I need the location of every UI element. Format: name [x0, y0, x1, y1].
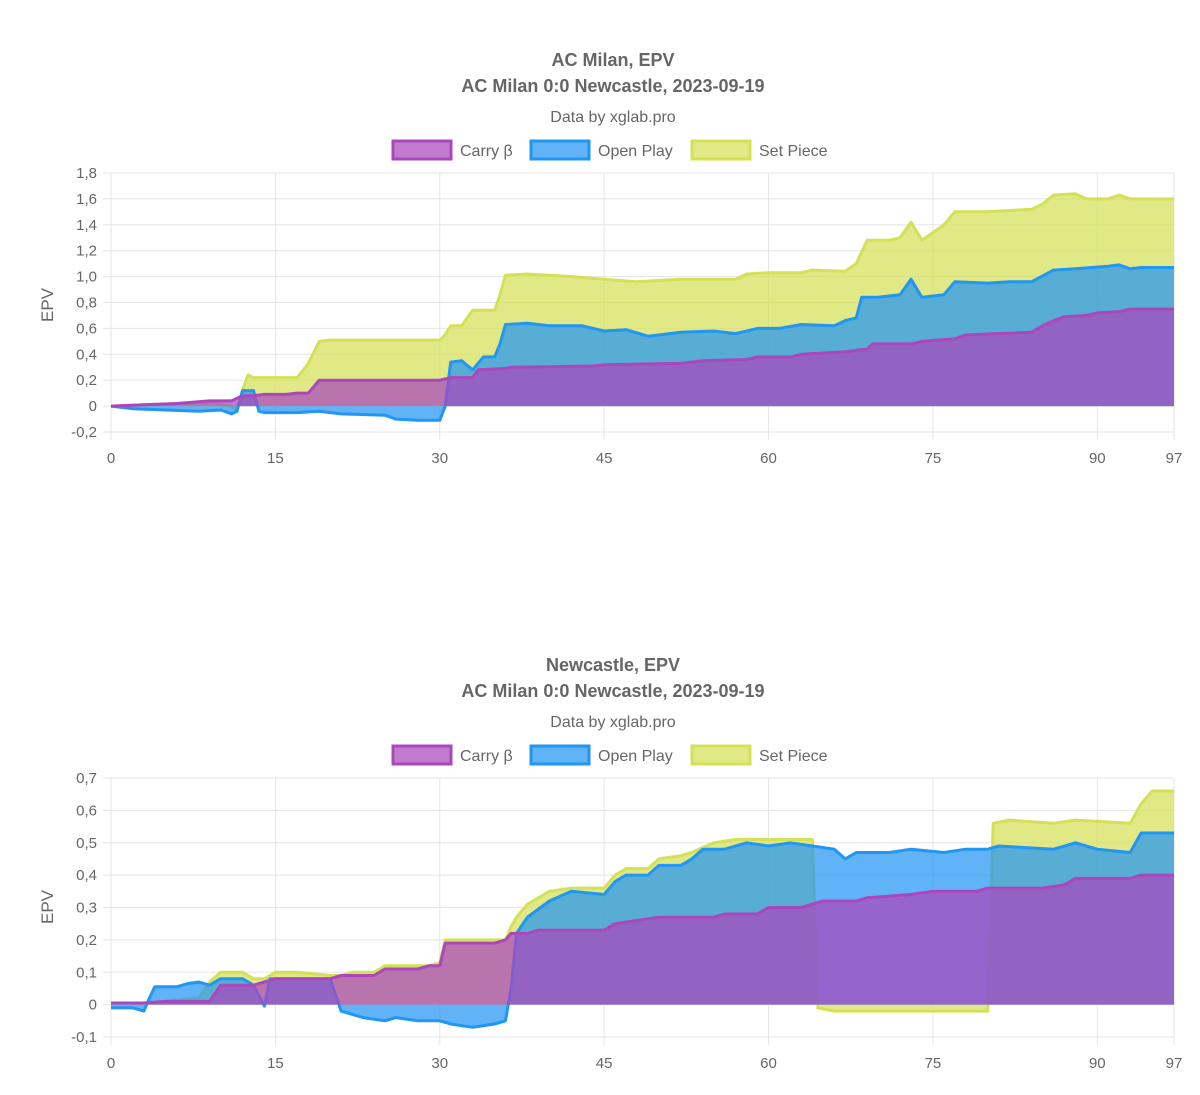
x-tick-label: 97 [1166, 450, 1183, 467]
x-tick-label: 0 [107, 450, 115, 467]
chart-top-milan: AC Milan, EPV AC Milan 0:0 Newcastle, 20… [38, 50, 1182, 467]
y-axis-title: EPV [38, 889, 57, 924]
y-tick-label: 0,2 [76, 372, 97, 389]
y-tick-label: 1,0 [76, 269, 97, 286]
y-tick-label: 0,4 [76, 867, 97, 884]
x-tick-label: 0 [107, 1055, 115, 1072]
legend-label-set-piece: Set Piece [759, 748, 828, 765]
y-tick-label: 0 [89, 997, 97, 1014]
x-tick-label: 60 [760, 450, 777, 467]
legend-label-set-piece: Set Piece [759, 143, 828, 160]
legend-swatch-carry [391, 139, 453, 161]
tick-labels: -0,1 0 0,1 0,2 0,3 0,4 0,5 0,6 0,7 0 15 30 45 60 75 90 9… [71, 770, 1182, 1072]
chart-title: Newcastle, EPV [546, 655, 680, 675]
legend-swatch-set-piece [690, 744, 752, 766]
y-tick-label: 1,4 [76, 217, 97, 234]
y-tick-label: 0,1 [76, 964, 97, 981]
line-carry [110, 307, 1174, 408]
tick-labels: -0,2 0 0,2 0,4 0,6 0,8 1,0 1,2 1,4 1,6 1,8 0 15 30 45 6… [71, 165, 1182, 467]
plot-area [111, 789, 1174, 1029]
y-tick-label: 0,3 [76, 900, 97, 917]
y-tick-label: 0 [89, 398, 97, 415]
line-carry [111, 873, 1174, 1005]
y-tick-label: 1,6 [76, 191, 97, 208]
legend-swatch-carry [391, 744, 453, 766]
line-open-play [110, 263, 1174, 422]
y-tick-label: 0,5 [76, 835, 97, 852]
legend-item-set-piece[interactable]: Set Piece [690, 139, 828, 161]
area-carry [111, 309, 1174, 407]
legend-label-open-play: Open Play [598, 143, 673, 160]
chart-match-line: AC Milan 0:0 Newcastle, 2023-09-19 [461, 76, 764, 96]
y-tick-label: 0,4 [76, 346, 97, 363]
legend-swatch-set-piece [690, 139, 752, 161]
y-tick-label: 0,7 [76, 770, 97, 787]
chart-bottom-newcastle: Newcastle, EPV AC Milan 0:0 Newcastle, 2… [38, 655, 1182, 1072]
chart-match-line: AC Milan 0:0 Newcastle, 2023-09-19 [461, 681, 764, 701]
y-tick-label: 0,2 [76, 932, 97, 949]
legend-item-open-play[interactable]: Open Play [529, 139, 673, 161]
y-tick-label: -0,1 [71, 1029, 97, 1046]
legend: Carry β Open Play Set Piece [391, 744, 828, 766]
x-tick-label: 60 [760, 1055, 777, 1072]
chart-title: AC Milan, EPV [551, 50, 674, 70]
x-tick-label: 75 [925, 1055, 942, 1072]
legend-label-carry: Carry β [460, 748, 513, 765]
legend-item-set-piece[interactable]: Set Piece [690, 744, 828, 766]
x-tick-label: 90 [1089, 450, 1106, 467]
x-tick-label: 30 [431, 1055, 448, 1072]
area-carry [111, 875, 1174, 1005]
legend-label-carry: Carry β [460, 143, 513, 160]
x-tick-label: 45 [596, 450, 613, 467]
x-tick-label: 45 [596, 1055, 613, 1072]
y-tick-label: 0,6 [76, 802, 97, 819]
y-tick-label: 1,8 [76, 165, 97, 182]
x-tick-label: 97 [1166, 1055, 1183, 1072]
legend-item-carry[interactable]: Carry β [391, 139, 513, 161]
plot-area [110, 192, 1174, 422]
x-tick-label: 75 [925, 450, 942, 467]
x-tick-label: 90 [1089, 1055, 1106, 1072]
line-open-play [111, 831, 1174, 1029]
chart-source: Data by xglab.pro [550, 109, 676, 126]
legend-item-carry[interactable]: Carry β [391, 744, 513, 766]
legend-swatch-open-play [529, 139, 591, 161]
line-set-piece [111, 789, 1174, 1013]
legend-swatch-open-play [529, 744, 591, 766]
chart-source: Data by xglab.pro [550, 714, 676, 731]
line-set-piece [110, 192, 1174, 412]
y-tick-label: 1,2 [76, 243, 97, 260]
y-tick-label: 0,8 [76, 295, 97, 312]
x-tick-label: 15 [267, 450, 284, 467]
y-tick-label: -0,2 [71, 424, 97, 441]
x-tick-label: 15 [267, 1055, 284, 1072]
legend: Carry β Open Play Set Piece [391, 139, 828, 161]
x-tick-label: 30 [431, 450, 448, 467]
legend-item-open-play[interactable]: Open Play [529, 744, 673, 766]
y-tick-label: 0,6 [76, 320, 97, 337]
y-axis-title: EPV [38, 287, 57, 322]
legend-label-open-play: Open Play [598, 748, 673, 765]
